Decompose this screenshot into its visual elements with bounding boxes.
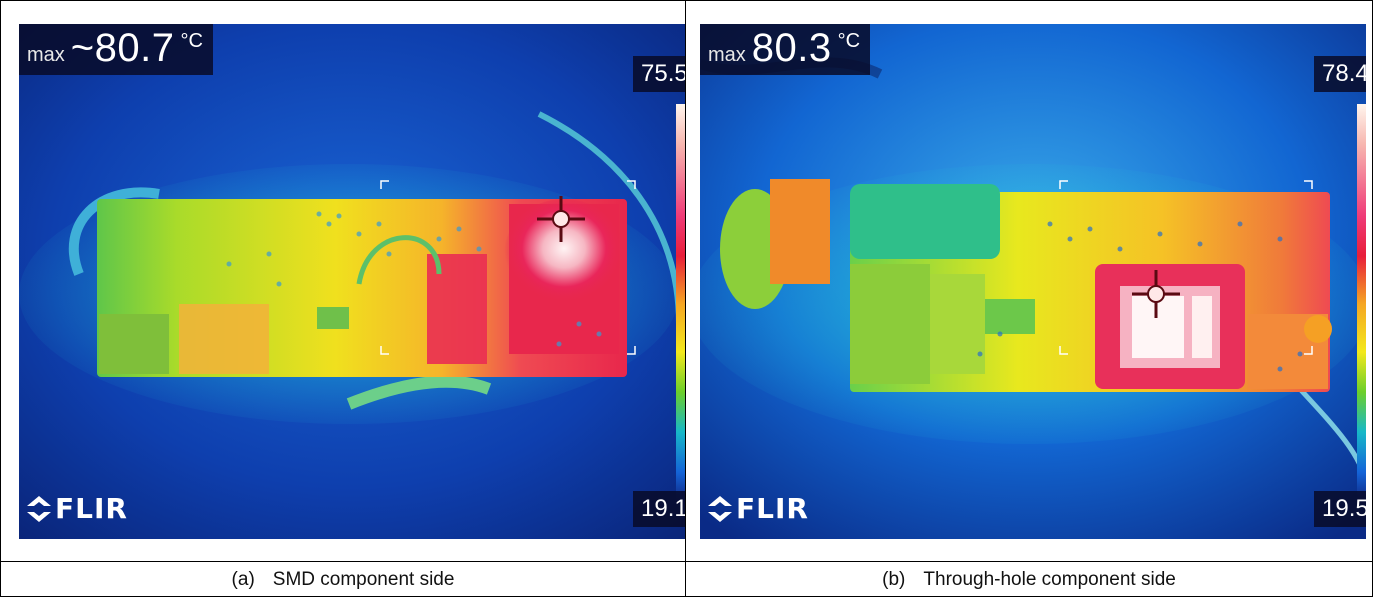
flir-logo-text: FLIR <box>736 492 809 525</box>
color-scale-bar <box>1357 104 1366 504</box>
focus-brackets-a <box>380 180 636 355</box>
thermal-image-b: max 80.3 °C 78.4 19.5 FLIR <box>700 24 1366 539</box>
flir-logo-text: FLIR <box>55 492 128 525</box>
caption-text: Through-hole component side <box>923 569 1176 590</box>
thermal-image-a: max ~80.7 °C 75.5 19.1 FLIR <box>19 24 685 539</box>
flir-logo: FLIR <box>27 492 128 525</box>
max-unit: °C <box>180 30 203 52</box>
caption-tag: (b) <box>882 569 906 590</box>
flir-logo: FLIR <box>708 492 809 525</box>
panel-a: max ~80.7 °C 75.5 19.1 FLIR (a) SMD compo… <box>0 0 686 597</box>
crosshair-icon <box>1132 270 1180 318</box>
scale-top-value: 78.4 <box>1314 56 1366 92</box>
color-scale-bar <box>676 104 685 504</box>
max-unit: °C <box>837 30 861 52</box>
scale-bottom-value: 19.1 <box>633 491 685 527</box>
caption-b: (b) Through-hole component side <box>686 561 1372 596</box>
crosshair-icon <box>537 196 585 242</box>
thermal-scene-b <box>700 24 1366 539</box>
scale-top-value: 75.5 <box>633 56 685 92</box>
panel-b: max 80.3 °C 78.4 19.5 FLIR (b) Through-ho… <box>685 0 1373 597</box>
max-temperature-readout: max 80.3 °C <box>700 24 871 75</box>
max-label: max <box>27 44 65 66</box>
scale-bottom-value: 19.5 <box>1314 491 1366 527</box>
max-label: max <box>708 44 746 66</box>
max-temperature-readout: max ~80.7 °C <box>19 24 213 75</box>
max-value: 80.3 <box>751 26 832 70</box>
thermal-scene-a <box>19 24 685 539</box>
caption-tag: (a) <box>231 569 255 590</box>
max-value: ~80.7 <box>70 26 175 70</box>
caption-text: SMD component side <box>272 569 455 590</box>
flir-logo-icon <box>708 495 732 522</box>
caption-a: (a) SMD component side <box>1 561 685 596</box>
flir-logo-icon <box>27 495 51 522</box>
focus-brackets-b <box>1059 180 1313 355</box>
